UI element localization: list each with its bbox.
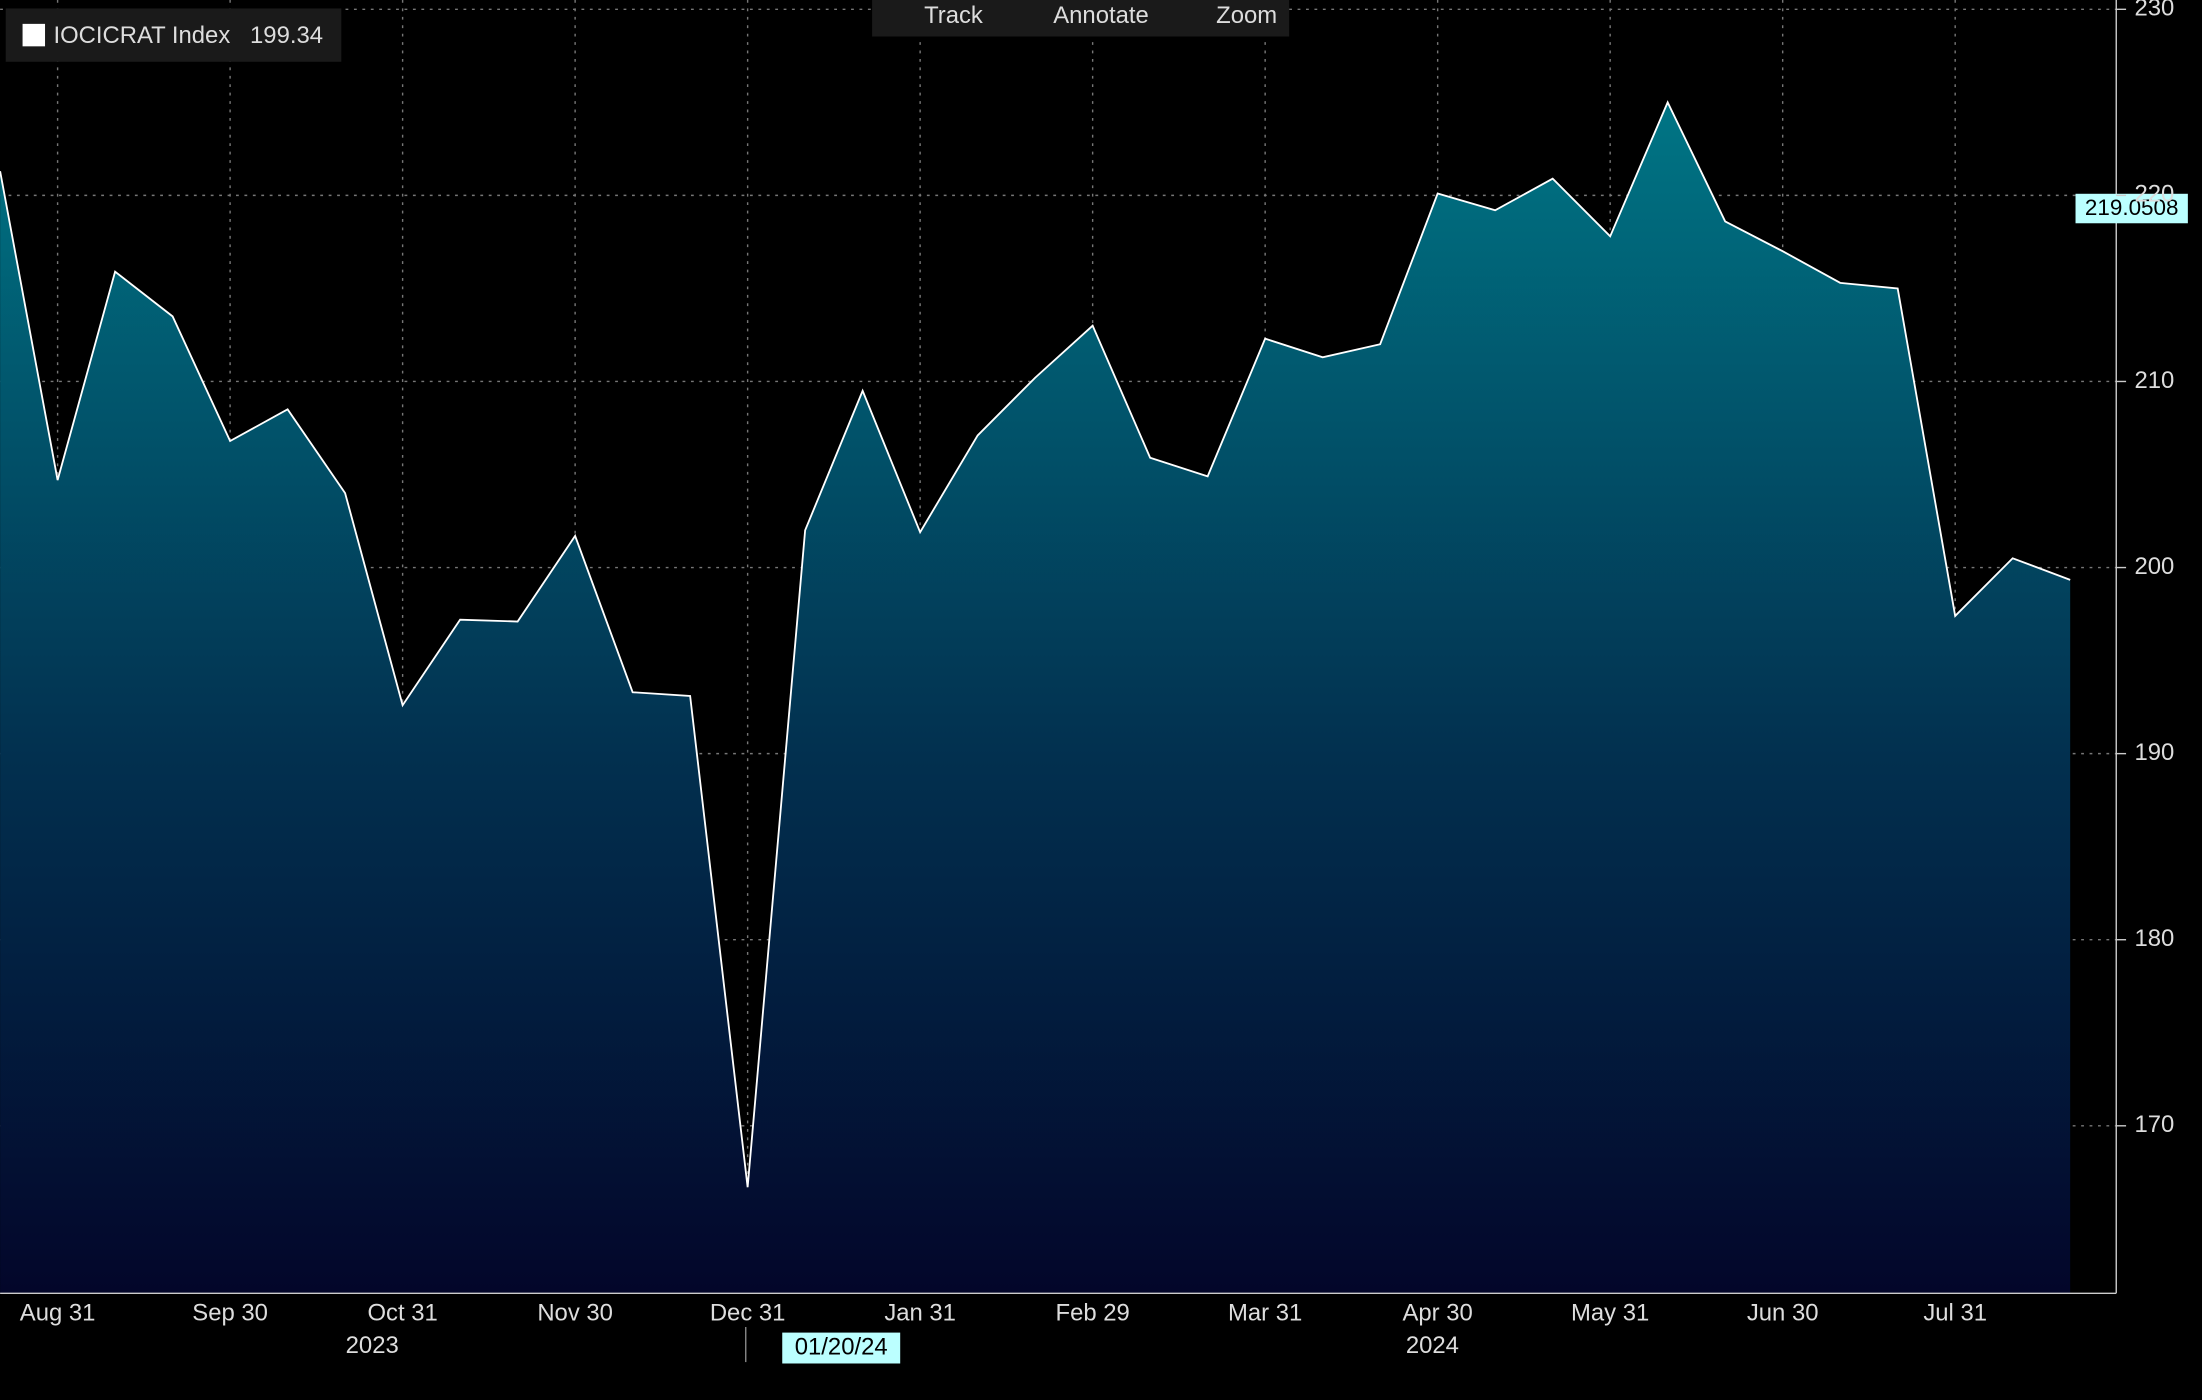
- x-tick-label: May 31: [1571, 1300, 1649, 1327]
- toolbar-zoom[interactable]: Zoom: [1216, 2, 1277, 29]
- legend-swatch: [22, 23, 46, 47]
- y-tick-label: 230: [2135, 0, 2175, 22]
- crosshair-value: 219.0508: [2085, 195, 2179, 220]
- cursor-date: 01/20/24: [795, 1333, 888, 1360]
- y-tick-label: 210: [2135, 367, 2175, 394]
- x-tick-label: Feb 29: [1056, 1300, 1130, 1327]
- x-tick-label: Mar 31: [1228, 1300, 1302, 1327]
- toolbar-annotate[interactable]: Annotate: [1053, 2, 1149, 29]
- legend-box: [5, 8, 342, 62]
- y-tick-label: 180: [2135, 925, 2175, 952]
- crosshair-value-box: [2075, 193, 2188, 224]
- x-tick-label: Dec 31: [710, 1300, 786, 1327]
- x-tick-label: Sep 30: [192, 1300, 268, 1327]
- y-tick-label: 190: [2135, 739, 2175, 766]
- y-tick-label: 200: [2135, 553, 2175, 580]
- plot-area: [0, 0, 2117, 1294]
- y-tick-label: 170: [2135, 1111, 2175, 1138]
- toolbar: [872, 0, 1290, 37]
- x-tick-label: Oct 31: [367, 1300, 437, 1327]
- legend-name: IOCICRAT Index: [53, 22, 230, 49]
- year-label: 2023: [346, 1332, 399, 1359]
- line: [0, 100, 2071, 1188]
- x-tick-label: Jan 31: [884, 1300, 956, 1327]
- toolbar-track[interactable]: Track: [924, 2, 983, 29]
- year-label: 2024: [1406, 1332, 1459, 1359]
- legend-value: 199.34: [250, 22, 323, 49]
- y-tick-label: 220: [2135, 181, 2175, 208]
- cursor-date-box: [782, 1332, 901, 1364]
- area-fill: [0, 102, 2071, 1294]
- x-tick-label: Jun 30: [1747, 1300, 1819, 1327]
- x-tick-label: Aug 31: [20, 1300, 96, 1327]
- x-tick-label: Jul 31: [1923, 1300, 1987, 1327]
- x-tick-label: Nov 30: [537, 1300, 613, 1327]
- x-tick-label: Apr 30: [1403, 1300, 1473, 1327]
